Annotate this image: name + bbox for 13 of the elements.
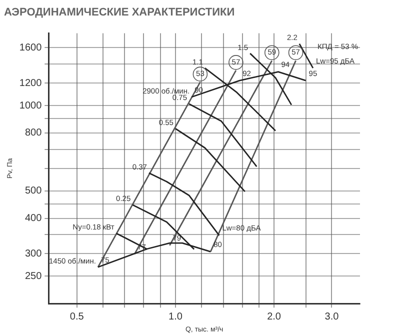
y-tick-label: 400 [24,213,42,224]
y-tick-label: 1200 [19,78,42,89]
x-tick-label: 3.0 [324,311,340,322]
y-tick-label: 1600 [19,42,42,54]
y-tick-label: 1000 [19,100,42,112]
x-tick-label: 0.5 [70,311,84,322]
y-tick-label: 250 [24,270,42,282]
chart-title: АЭРОДИНАМИЧЕСКИЕ ХАРАКТЕРИСТИКИ [4,6,235,19]
y-tick-label: 800 [24,128,42,139]
y-tick-label: 500 [24,186,42,197]
x-tick-label: 1.0 [168,311,183,322]
x-tick-label: 2.0 [267,311,282,322]
y-tick-label: 300 [24,248,42,260]
